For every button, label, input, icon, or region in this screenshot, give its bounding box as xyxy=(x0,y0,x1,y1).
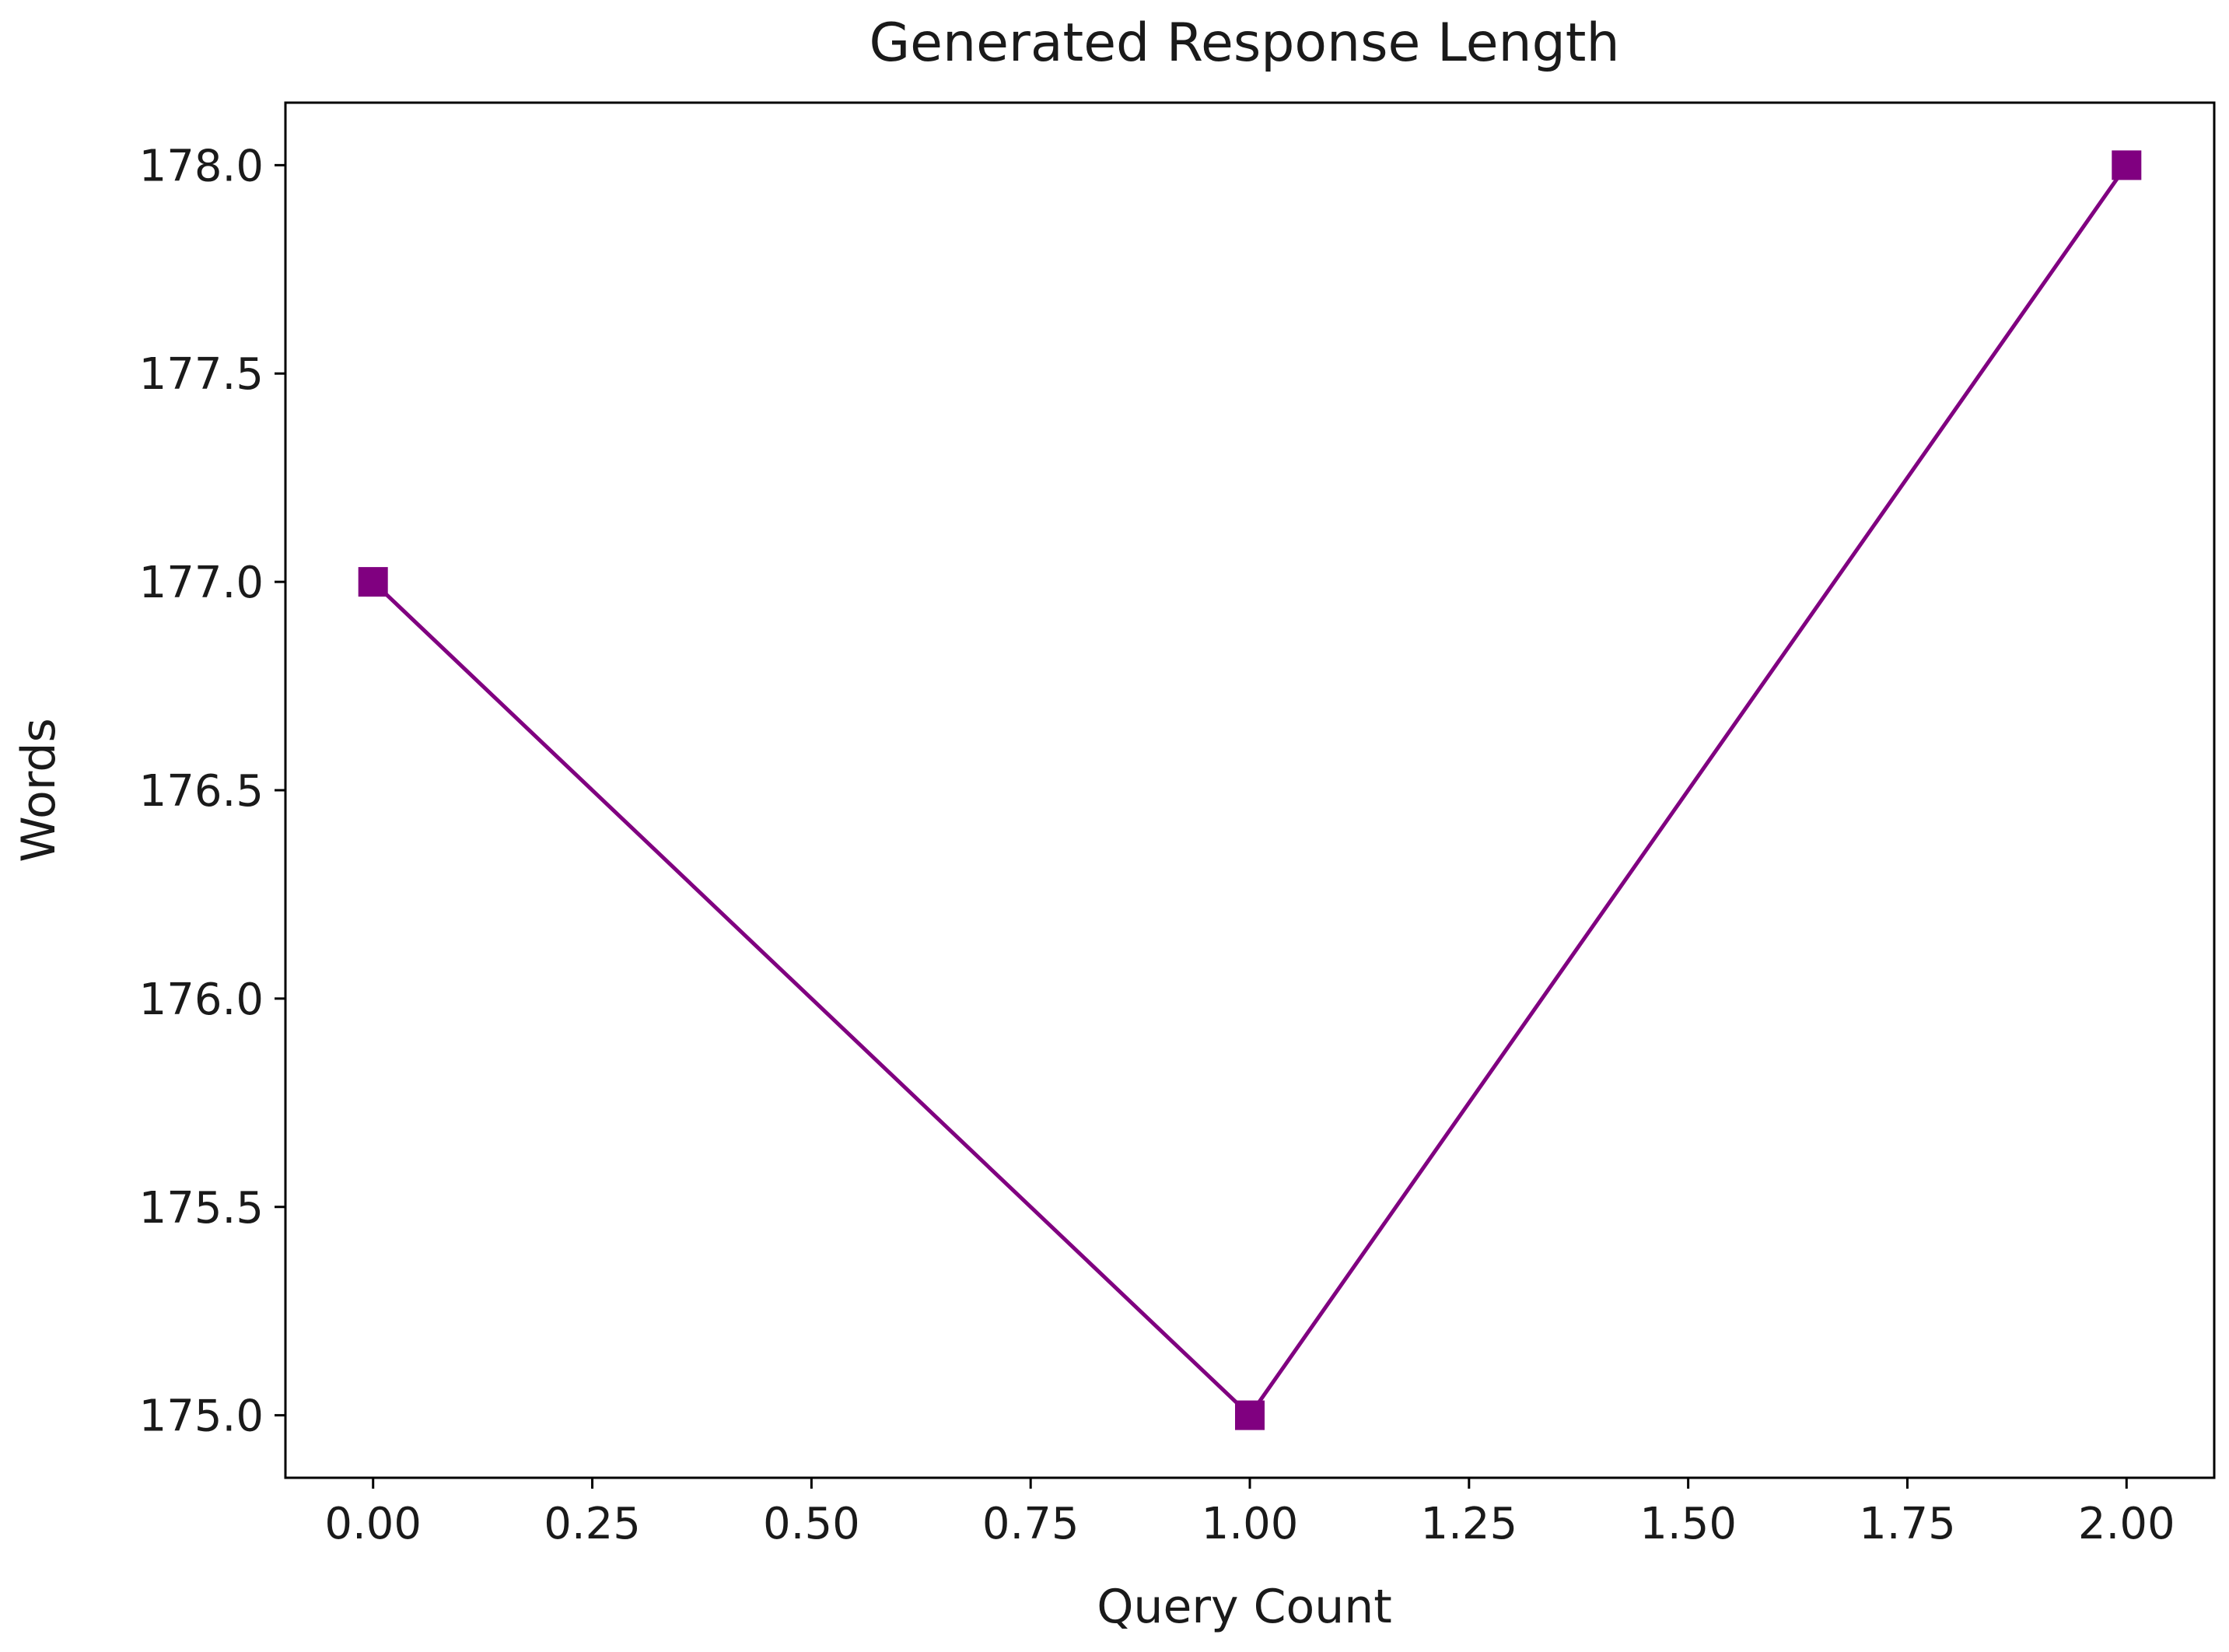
y-tick-label: 175.0 xyxy=(139,1391,264,1442)
x-tick-label: 1.25 xyxy=(1420,1499,1517,1549)
y-tick-label: 175.5 xyxy=(139,1183,264,1234)
x-tick-label: 2.00 xyxy=(2078,1499,2175,1549)
x-tick-label: 1.50 xyxy=(1639,1499,1737,1549)
x-tick-label: 1.00 xyxy=(1202,1499,1299,1549)
y-tick-label: 176.5 xyxy=(139,766,264,817)
x-tick-label: 1.75 xyxy=(1859,1499,1956,1549)
y-tick-label: 177.0 xyxy=(139,558,264,608)
y-tick-label: 176.0 xyxy=(139,975,264,1025)
y-tick-label: 178.0 xyxy=(139,141,264,191)
data-point-marker xyxy=(358,567,388,597)
x-tick-label: 0.25 xyxy=(544,1499,641,1549)
data-point-marker xyxy=(2112,150,2142,180)
series-layer xyxy=(358,150,2142,1430)
x-tick-label: 0.75 xyxy=(982,1499,1080,1549)
x-tick-label: 0.00 xyxy=(324,1499,422,1549)
plot-frame xyxy=(284,101,2216,1479)
data-point-marker xyxy=(1235,1400,1265,1430)
y-tick-label: 177.5 xyxy=(139,349,264,400)
ticks-layer: 0.00 0.25 0.50 0.75 1.00 1.25 1.50 1.75 2.00 175.… xyxy=(139,141,2175,1549)
x-axis-title: Query Count xyxy=(1097,1580,1392,1634)
chart-title: Generated Response Length xyxy=(869,12,1619,74)
x-tick-label: 0.50 xyxy=(763,1499,860,1549)
y-axis-title: Words xyxy=(12,718,66,862)
